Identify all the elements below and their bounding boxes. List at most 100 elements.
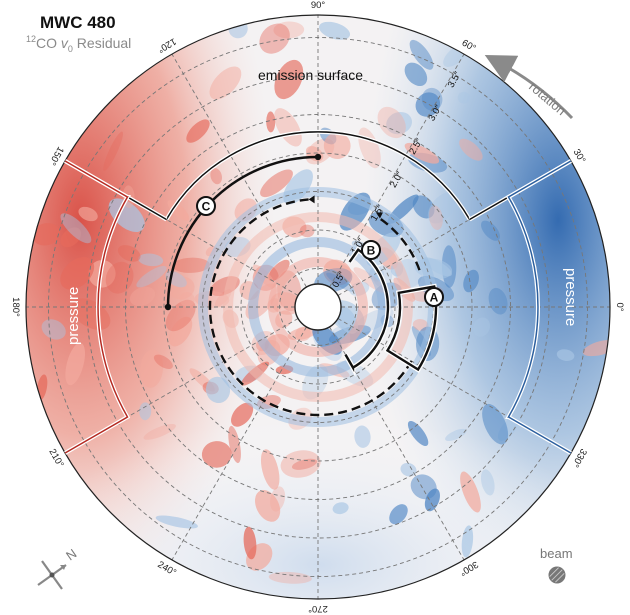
residual-blob [143, 424, 176, 440]
residual-blob [65, 342, 86, 386]
residual-blob [412, 195, 435, 219]
north-label: N [63, 546, 79, 564]
residual-blob [60, 227, 82, 248]
residual-blob [480, 220, 501, 241]
azimuth-tick-label: 270° [308, 603, 328, 614]
pressure-region-right [507, 160, 572, 454]
residual-blob [129, 286, 156, 307]
residual-blob [71, 298, 111, 330]
residual-blob [260, 169, 293, 198]
residual-blob [41, 319, 66, 340]
svg-text:B: B [367, 244, 376, 258]
residual-blob [210, 168, 222, 185]
residual-blob [205, 376, 231, 404]
azimuth-tick-label: 240° [155, 559, 178, 578]
azimuth-tick-label: 120° [155, 35, 178, 54]
azimuth-tick-label: 60° [460, 38, 478, 55]
grid-ring [86, 75, 550, 539]
residual-blob [556, 349, 575, 361]
inner-mask [294, 283, 342, 331]
grid-spoke [171, 53, 307, 288]
residual-blob [488, 287, 508, 315]
residual-blob [410, 474, 437, 500]
residual-blob [291, 458, 318, 470]
residual-blob [480, 469, 495, 496]
residual-blob [260, 449, 280, 490]
rotation-arrow [484, 54, 574, 120]
residual-blob [209, 66, 242, 100]
residual-blob [32, 223, 60, 246]
dashed-arrow-head [375, 212, 383, 219]
residual-blob [266, 111, 276, 133]
residual-blob [415, 92, 441, 117]
residual-blob [389, 504, 408, 525]
azimuth-tick-label: 150° [46, 144, 65, 167]
residual-blob [168, 316, 193, 347]
compass-icon [37, 560, 67, 590]
residual-blob [255, 490, 281, 522]
residual-blob [139, 402, 152, 421]
residual-blob [259, 23, 290, 54]
azimuth-tick-label: 30° [571, 147, 588, 165]
residual-blob [153, 354, 173, 369]
residual-blob [172, 257, 210, 273]
residual-blob [179, 292, 195, 307]
residual-blob [472, 317, 491, 337]
residual-blob [60, 257, 95, 290]
figure-title: MWC 480 [40, 13, 116, 32]
residual-blob [482, 403, 509, 445]
residual-blob [117, 245, 141, 262]
residual-blob [140, 349, 164, 388]
svg-text:C: C [202, 200, 211, 214]
grid-spoke [171, 326, 307, 561]
azimuth-tick-label: 180° [10, 297, 21, 317]
residual-blob [155, 515, 198, 529]
residual-blob [427, 192, 458, 224]
pressure-label-left: pressure [65, 287, 82, 345]
residual-blob [103, 131, 123, 172]
residual-blob [108, 198, 145, 232]
feature-label-b: B [361, 240, 381, 260]
residual-blob [231, 402, 254, 427]
pressure-region-left [64, 160, 129, 454]
residual-blob [186, 119, 210, 143]
azimuth-tick-label: 90° [311, 0, 326, 11]
emission-surface-label: emission surface [258, 67, 363, 83]
residual-blob [326, 272, 355, 292]
residual-blob [168, 276, 195, 300]
residual-blob [273, 21, 305, 39]
residual-blob [354, 425, 371, 448]
residual-blob [457, 91, 470, 104]
residual-blob [323, 132, 351, 160]
disc-outline [25, 14, 611, 600]
residual-blob [332, 502, 349, 515]
feature-c-endpoint [314, 153, 322, 161]
residual-blob [165, 299, 196, 332]
pressure-label-right: pressure [562, 268, 579, 326]
azimuth-tick-label: 0° [614, 302, 625, 311]
feature-a-box [385, 285, 438, 372]
feature-b-bracket [344, 248, 390, 373]
grid-ring [163, 152, 473, 462]
residual-blob [407, 420, 429, 447]
grid-spoke [329, 53, 465, 288]
residual-blob [136, 265, 167, 288]
residual-blob [280, 450, 321, 478]
svg-text:A: A [430, 291, 439, 305]
dashed-feature-arc [379, 217, 421, 271]
residual-blob [445, 428, 467, 441]
residual-blob [268, 259, 290, 282]
residual-blob [400, 462, 417, 477]
residual-blob [274, 59, 304, 100]
residual-blob [78, 206, 98, 222]
residual-blob [243, 526, 257, 560]
residual-blob [377, 106, 406, 139]
residual-blob [167, 200, 190, 221]
residual-blob [228, 425, 241, 464]
residual-blob [404, 62, 428, 87]
emission-surface-arc [165, 131, 471, 220]
grid-ring [240, 229, 396, 385]
residual-blob [463, 269, 479, 293]
residual-blob [409, 39, 434, 70]
